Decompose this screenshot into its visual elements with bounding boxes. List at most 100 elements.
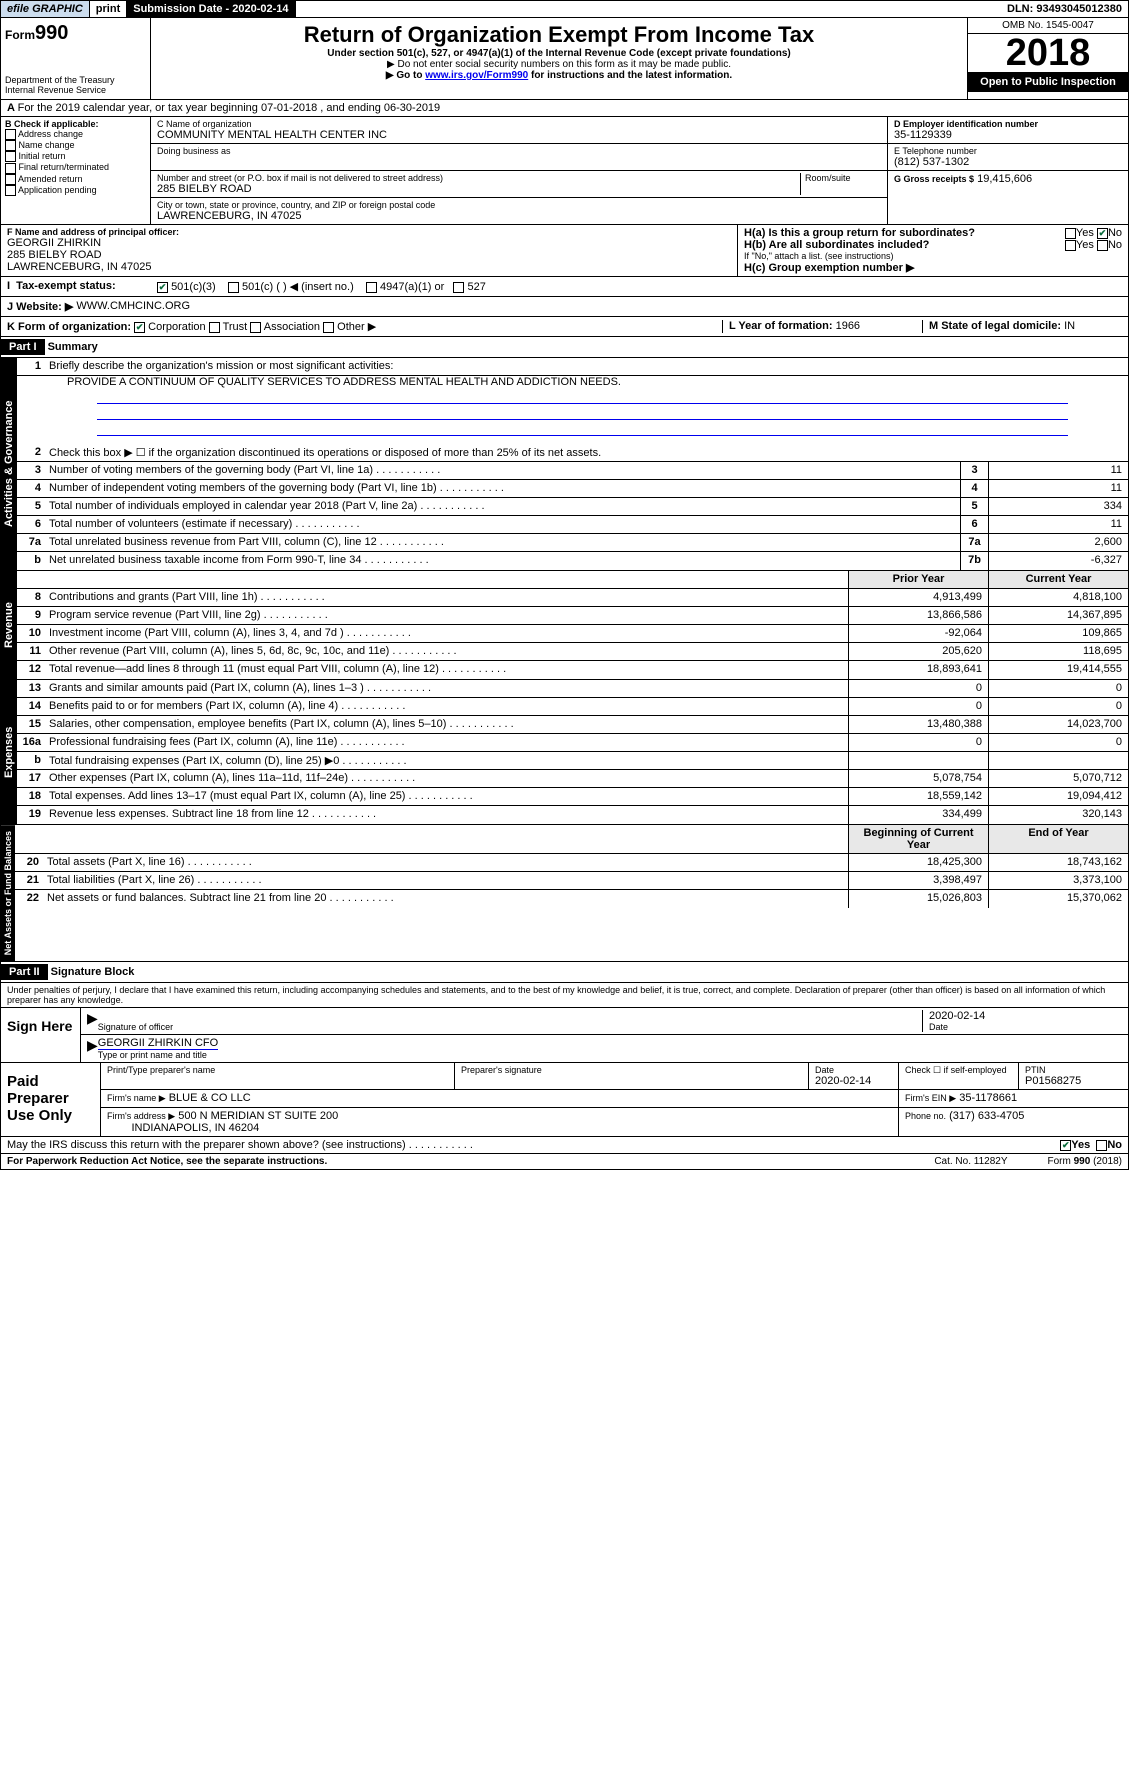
form990-link[interactable]: www.irs.gov/Form990 [425,70,528,81]
corp-checkbox[interactable] [134,322,145,333]
open-public: Open to Public Inspection [968,72,1128,92]
officer-addr1: 285 BIELBY ROAD [7,249,731,261]
tax-year: 2018 [968,34,1128,72]
print-button[interactable]: print [90,1,127,17]
table-row: 17Other expenses (Part IX, column (A), l… [17,770,1128,788]
dln: DLN: 93493045012380 [1001,1,1128,17]
org-name-label: C Name of organization [157,119,881,129]
net-assets-tab: Net Assets or Fund Balances [1,825,15,961]
501c-checkbox[interactable] [228,282,239,293]
ssn-note: ▶ Do not enter social security numbers o… [155,59,963,70]
table-row: 16aProfessional fundraising fees (Part I… [17,734,1128,752]
amended-checkbox[interactable] [5,174,16,185]
app-pending-checkbox[interactable] [5,185,16,196]
ein-value: 35-1129339 [894,129,1122,141]
discuss-yes-checkbox[interactable] [1060,1140,1071,1151]
part1-header: Part I [1,339,45,355]
form-header: Form990 Department of the Treasury Inter… [0,18,1129,100]
room-label: Room/suite [801,173,881,195]
table-row: 9Program service revenue (Part VIII, lin… [17,607,1128,625]
501c3-checkbox[interactable] [157,282,168,293]
sign-here-label: Sign Here [1,1008,81,1062]
irs-label: Internal Revenue Service [5,85,146,95]
website-value: WWW.CMHCINC.ORG [76,300,190,313]
sig-date: 2020-02-14 [929,1010,1122,1022]
paid-preparer-block: Paid Preparer Use Only Print/Type prepar… [0,1063,1129,1137]
top-toolbar: efile GRAPHIC print Submission Date - 20… [0,0,1129,18]
4947-checkbox[interactable] [366,282,377,293]
begin-year-hdr: Beginning of Current Year [848,825,988,853]
name-change-checkbox[interactable] [5,140,16,151]
final-return-checkbox[interactable] [5,163,16,174]
org-name: COMMUNITY MENTAL HEALTH CENTER INC [157,129,881,141]
revenue-section: Revenue Prior Year Current Year 8Contrib… [0,571,1129,680]
efile-button[interactable]: efile GRAPHIC [1,1,90,17]
ein-label: D Employer identification number [894,119,1122,129]
table-row: 18Total expenses. Add lines 13–17 (must … [17,788,1128,806]
ha-yes-checkbox[interactable] [1065,228,1076,239]
form-title: Return of Organization Exempt From Incom… [155,22,963,48]
prep-name-label: Print/Type preparer's name [101,1063,454,1089]
row-a-tax-year: A For the 2019 calendar year, or tax yea… [0,100,1129,117]
ptin-value: P01568275 [1025,1075,1122,1087]
website-row: J Website: ▶ WWW.CMHCINC.ORG [0,297,1129,317]
self-employed-check[interactable]: Check ☐ if self-employed [898,1063,1018,1089]
527-checkbox[interactable] [453,282,464,293]
phone-label: E Telephone number [894,146,1122,156]
perjury-statement: Under penalties of perjury, I declare th… [0,983,1129,1008]
footer: For Paperwork Reduction Act Notice, see … [0,1154,1129,1170]
trust-checkbox[interactable] [209,322,220,333]
pra-notice: For Paperwork Reduction Act Notice, see … [7,1156,327,1167]
addr-change-checkbox[interactable] [5,129,16,140]
table-row: 19Revenue less expenses. Subtract line 1… [17,806,1128,824]
table-row: 7aTotal unrelated business revenue from … [17,534,1128,552]
initial-return-checkbox[interactable] [5,151,16,162]
phone-value: (812) 537-1302 [894,156,1122,168]
gross-receipts-value: 19,415,606 [977,173,1032,185]
goto-note: ▶ Go to www.irs.gov/Form990 for instruct… [155,70,963,81]
dba-label: Doing business as [157,146,881,156]
officer-addr2: LAWRENCEBURG, IN 47025 [7,261,731,273]
governance-tab: Activities & Governance [1,358,17,570]
q1-mission-label: Briefly describe the organization's miss… [45,358,1128,375]
expenses-section: Expenses 13Grants and similar amounts pa… [0,680,1129,825]
assoc-checkbox[interactable] [250,322,261,333]
prep-sig-label: Preparer's signature [454,1063,808,1089]
website-label: J Website: ▶ [7,300,73,313]
end-year-hdr: End of Year [988,825,1128,853]
table-row: 22Net assets or fund balances. Subtract … [15,890,1128,908]
part1-title: Summary [48,341,98,353]
governance-section: Activities & Governance 1Briefly describ… [0,358,1129,571]
form-number: Form990 [5,22,146,45]
year-formation: 1966 [836,320,860,332]
prep-date: 2020-02-14 [815,1075,892,1087]
firm-ein: 35-1178661 [959,1092,1017,1104]
hb-yes-checkbox[interactable] [1065,240,1076,251]
gross-receipts-label: G Gross receipts $ [894,174,974,184]
discuss-no-checkbox[interactable] [1096,1140,1107,1151]
prior-year-hdr: Prior Year [848,571,988,588]
table-row: 8Contributions and grants (Part VIII, li… [17,589,1128,607]
table-row: 21Total liabilities (Part X, line 26)3,3… [15,872,1128,890]
street-address: 285 BIELBY ROAD [157,183,796,195]
table-row: 20Total assets (Part X, line 16)18,425,3… [15,854,1128,872]
net-assets-section: Net Assets or Fund Balances Beginning of… [0,825,1129,962]
hb-no-checkbox[interactable] [1097,240,1108,251]
officer-group-row: F Name and address of principal officer:… [0,225,1129,277]
other-checkbox[interactable] [323,322,334,333]
paid-preparer-label: Paid Preparer Use Only [1,1063,101,1136]
current-year-hdr: Current Year [988,571,1128,588]
state-domicile: IN [1064,320,1075,332]
firm-addr1: 500 N MERIDIAN ST SUITE 200 [178,1110,338,1122]
table-row: 14Benefits paid to or for members (Part … [17,698,1128,716]
expenses-tab: Expenses [1,680,17,824]
form-ref: Form 990 (2018) [1048,1156,1122,1167]
ha-no-checkbox[interactable] [1097,228,1108,239]
mission-text: PROVIDE A CONTINUUM OF QUALITY SERVICES … [67,376,1098,388]
part2-title: Signature Block [51,966,135,978]
table-row: 11Other revenue (Part VIII, column (A), … [17,643,1128,661]
discuss-row: May the IRS discuss this return with the… [0,1137,1129,1154]
dept-treasury: Department of the Treasury [5,75,146,85]
hb-note: If "No," attach a list. (see instruction… [744,251,1122,261]
hc-label: H(c) Group exemption number ▶ [744,261,1122,274]
